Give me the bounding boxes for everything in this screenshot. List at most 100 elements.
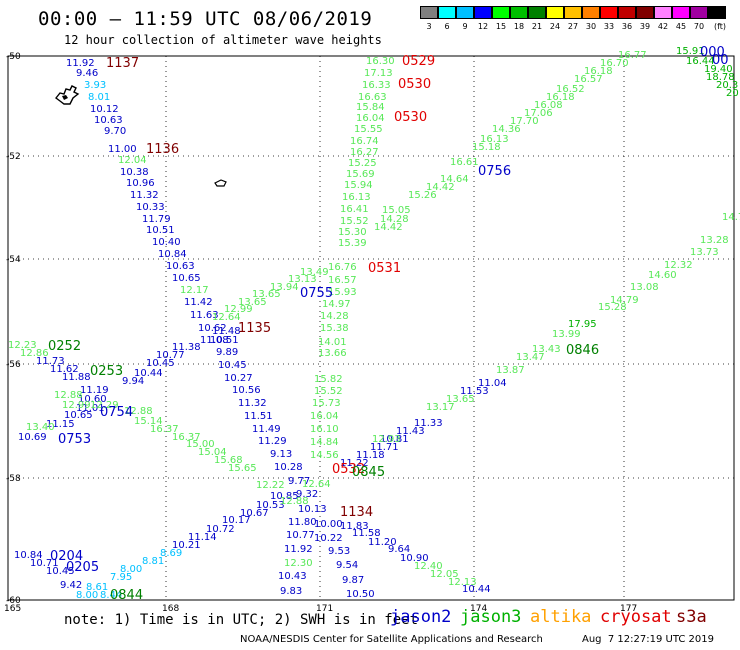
wave-height-value: 11.62: [50, 364, 79, 375]
wave-height-value: 9.32: [296, 489, 318, 500]
pass-time-labels: 1137 0529 0530 0530 1136 0756 0531 0755 1135 0252…: [48, 45, 729, 603]
wave-height-value: 10.13: [298, 504, 327, 515]
wave-height-value: 14.28: [320, 311, 349, 322]
lat-tick-label: -60: [6, 596, 21, 606]
wave-height-value: 12.29: [90, 400, 119, 411]
wave-height-value: 13.13: [288, 274, 317, 285]
wave-height-value: 9.54: [336, 560, 358, 571]
wave-height-value: 13.87: [496, 365, 525, 376]
pass-time-label: 0755: [300, 286, 333, 301]
wave-height-value: 15.14: [134, 416, 163, 427]
map-frame: [7, 55, 735, 601]
wave-height-value: 10.00: [314, 519, 343, 530]
scale-unit: (ft): [713, 22, 727, 31]
wave-height-value: 13.65: [252, 289, 281, 300]
wave-height-value: 13.73: [690, 247, 719, 258]
wave-height-value: 10.85: [270, 491, 299, 502]
wave-height-value: 10.51: [210, 335, 239, 346]
wave-height-value: 16.77: [618, 50, 647, 61]
sat-altika: altika: [530, 607, 592, 627]
wave-height-value: 12.99: [62, 400, 91, 411]
wave-height-value: 11.42: [184, 297, 213, 308]
wave-height-value: 10.51: [146, 225, 175, 236]
scale-swatch: [420, 6, 438, 19]
wave-height-value: 16.18: [584, 66, 613, 77]
wave-height-value: 9.42: [60, 580, 82, 591]
wave-height-value: 13.49: [300, 267, 329, 278]
wave-height-value: 10.72: [206, 524, 235, 535]
lon-tick-label: 165: [4, 604, 21, 614]
sat-jason2: jason2: [390, 607, 452, 627]
wave-height-value: 14.60: [648, 270, 677, 281]
wave-height-value: 17.06: [524, 108, 553, 119]
scale-swatch: [636, 6, 654, 19]
wave-height-value: 12.05: [430, 569, 459, 580]
wave-height-value: 14.56: [310, 450, 339, 461]
wave-height-value: 16.63: [358, 92, 387, 103]
wave-height-value: 16.57: [574, 74, 603, 85]
wave-height-value: 15.00: [186, 439, 215, 450]
wave-height-value: 14.7: [722, 212, 740, 223]
lat-tick-label: -58: [6, 474, 21, 484]
pass-time-label: 00: [712, 53, 729, 68]
scale-swatch: [456, 6, 474, 19]
wave-height-value: 11.79: [142, 214, 171, 225]
wave-height-value: 10.40: [152, 237, 181, 248]
pass-time-label: 0756: [478, 164, 511, 179]
wave-height-value: 15.39: [338, 238, 367, 249]
wave-height-value: 10.38: [120, 167, 149, 178]
wave-height-value: 10.84: [14, 550, 43, 561]
wave-height-value: 11.32: [238, 398, 267, 409]
wave-height-value: 12.13: [448, 577, 477, 588]
wave-height-value: 12.88: [124, 406, 153, 417]
wave-height-value: 15.73: [312, 398, 341, 409]
wave-height-value: 14.42: [426, 182, 455, 193]
wave-height-value: 16.08: [534, 100, 563, 111]
wave-height-value: 10.21: [172, 540, 201, 551]
footer-credit: NOAA/NESDIS Center for Satellite Applica…: [240, 634, 543, 645]
wave-height-value: 11.20: [368, 537, 397, 548]
wave-height-value: 15.82: [314, 374, 343, 385]
wave-height-value: 16.33: [362, 80, 391, 91]
wave-height-value: 12.99: [224, 304, 253, 315]
scale-label: 39: [639, 22, 651, 31]
scale-label: 27: [567, 22, 579, 31]
wave-height-value: 16.37: [172, 432, 201, 443]
footer-timestamp: Aug 7 12:27:19 UTC 2019: [582, 634, 714, 645]
wave-height-value: 16.52: [556, 84, 585, 95]
wave-height-value: 3.93: [84, 80, 106, 91]
wave-height-value: 15.94: [344, 180, 373, 191]
scale-label: 9: [462, 22, 468, 31]
pass-time-label: 0252: [48, 339, 81, 354]
wave-height-value: 11.32: [130, 190, 159, 201]
wave-height-value: 11.15: [46, 419, 75, 430]
scale-swatch: [618, 6, 636, 19]
wave-height-value: 16.41: [340, 204, 369, 215]
wave-height-value: 12.88: [280, 496, 309, 507]
wave-height-value: 20: [726, 88, 739, 99]
pass-time-label: 1136: [146, 142, 179, 157]
wave-height-value: 8.00: [120, 564, 142, 575]
lat-tick-label: -56: [6, 360, 21, 370]
wave-height-value: 14.79: [610, 295, 639, 306]
wave-height-value: 11.80: [288, 517, 317, 528]
wave-height-value: 16.61: [450, 157, 479, 168]
wave-height-values: 11.929.463.938.0110.1210.639.7011.0012.0…: [8, 46, 740, 601]
wave-height-value: 11.43: [396, 426, 425, 437]
scale-label: 30: [585, 22, 597, 31]
wave-height-value: 16.04: [356, 113, 385, 124]
lat-tick-label: -52: [6, 152, 21, 162]
wave-height-value: 15.05: [382, 205, 411, 216]
wave-height-value: 10.45: [146, 358, 175, 369]
wave-height-value: 17.70: [510, 116, 539, 127]
scale-swatch: [582, 6, 600, 19]
wave-height-value: 16.27: [350, 147, 379, 158]
wave-height-value: 13.65: [238, 297, 267, 308]
pass-time-label: 0205: [66, 560, 99, 575]
scale-label: 70: [693, 22, 705, 31]
wave-height-value: 10.63: [94, 115, 123, 126]
wave-height-value: 15.38: [320, 323, 349, 334]
wave-height-value: 11.19: [80, 385, 109, 396]
wave-height-value: 8.81: [142, 556, 164, 567]
wave-height-value: 15.55: [354, 124, 383, 135]
